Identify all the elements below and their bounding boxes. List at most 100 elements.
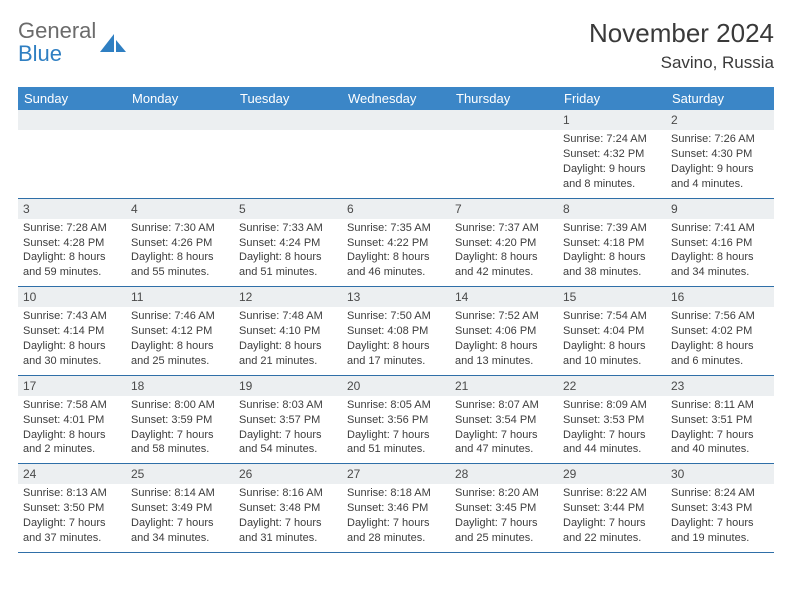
day-body: Sunrise: 7:41 AMSunset: 4:16 PMDaylight:… <box>666 219 774 286</box>
daylight-line: Daylight: 7 hours and 34 minutes. <box>131 516 229 546</box>
sail-icon <box>100 30 126 52</box>
weekday-tuesday: Tuesday <box>234 87 342 110</box>
day-number: 13 <box>342 287 450 307</box>
sunset-line: Sunset: 4:12 PM <box>131 324 229 339</box>
calendar-table: SundayMondayTuesdayWednesdayThursdayFrid… <box>18 87 774 553</box>
day-cell-17: 17Sunrise: 7:58 AMSunset: 4:01 PMDayligh… <box>18 375 126 464</box>
empty-cell <box>126 110 234 198</box>
sunrise-line: Sunrise: 7:43 AM <box>23 309 121 324</box>
daylight-line: Daylight: 8 hours and 6 minutes. <box>671 339 769 369</box>
day-number: 29 <box>558 464 666 484</box>
day-cell-21: 21Sunrise: 8:07 AMSunset: 3:54 PMDayligh… <box>450 375 558 464</box>
weekday-monday: Monday <box>126 87 234 110</box>
day-number: 19 <box>234 376 342 396</box>
day-number: 26 <box>234 464 342 484</box>
sunset-line: Sunset: 4:28 PM <box>23 236 121 251</box>
daylight-line: Daylight: 7 hours and 37 minutes. <box>23 516 121 546</box>
day-body: Sunrise: 8:11 AMSunset: 3:51 PMDaylight:… <box>666 396 774 463</box>
sunrise-line: Sunrise: 7:56 AM <box>671 309 769 324</box>
day-body: Sunrise: 8:03 AMSunset: 3:57 PMDaylight:… <box>234 396 342 463</box>
day-cell-10: 10Sunrise: 7:43 AMSunset: 4:14 PMDayligh… <box>18 287 126 376</box>
day-body: Sunrise: 8:14 AMSunset: 3:49 PMDaylight:… <box>126 484 234 551</box>
daylight-line: Daylight: 9 hours and 4 minutes. <box>671 162 769 192</box>
sunrise-line: Sunrise: 8:20 AM <box>455 486 553 501</box>
sunset-line: Sunset: 4:22 PM <box>347 236 445 251</box>
day-cell-25: 25Sunrise: 8:14 AMSunset: 3:49 PMDayligh… <box>126 464 234 553</box>
header: General Blue November 2024 Savino, Russi… <box>18 18 774 73</box>
sunset-line: Sunset: 4:32 PM <box>563 147 661 162</box>
day-number: 28 <box>450 464 558 484</box>
day-body: Sunrise: 7:26 AMSunset: 4:30 PMDaylight:… <box>666 130 774 197</box>
day-body: Sunrise: 7:39 AMSunset: 4:18 PMDaylight:… <box>558 219 666 286</box>
sunset-line: Sunset: 3:56 PM <box>347 413 445 428</box>
weekday-thursday: Thursday <box>450 87 558 110</box>
sunset-line: Sunset: 3:48 PM <box>239 501 337 516</box>
daylight-line: Daylight: 7 hours and 22 minutes. <box>563 516 661 546</box>
day-body: Sunrise: 8:16 AMSunset: 3:48 PMDaylight:… <box>234 484 342 551</box>
daylight-line: Daylight: 7 hours and 58 minutes. <box>131 428 229 458</box>
day-body: Sunrise: 7:52 AMSunset: 4:06 PMDaylight:… <box>450 307 558 374</box>
day-body: Sunrise: 7:24 AMSunset: 4:32 PMDaylight:… <box>558 130 666 197</box>
day-body: Sunrise: 8:00 AMSunset: 3:59 PMDaylight:… <box>126 396 234 463</box>
day-number: 17 <box>18 376 126 396</box>
daylight-line: Daylight: 8 hours and 25 minutes. <box>131 339 229 369</box>
day-cell-8: 8Sunrise: 7:39 AMSunset: 4:18 PMDaylight… <box>558 198 666 287</box>
day-number: 14 <box>450 287 558 307</box>
day-number: 25 <box>126 464 234 484</box>
daylight-line: Daylight: 7 hours and 19 minutes. <box>671 516 769 546</box>
daylight-line: Daylight: 7 hours and 28 minutes. <box>347 516 445 546</box>
sunrise-line: Sunrise: 7:58 AM <box>23 398 121 413</box>
daylight-line: Daylight: 8 hours and 17 minutes. <box>347 339 445 369</box>
sunrise-line: Sunrise: 7:24 AM <box>563 132 661 147</box>
day-body: Sunrise: 8:13 AMSunset: 3:50 PMDaylight:… <box>18 484 126 551</box>
sunset-line: Sunset: 3:54 PM <box>455 413 553 428</box>
day-body: Sunrise: 8:07 AMSunset: 3:54 PMDaylight:… <box>450 396 558 463</box>
sunrise-line: Sunrise: 7:30 AM <box>131 221 229 236</box>
day-number: 22 <box>558 376 666 396</box>
day-body: Sunrise: 7:56 AMSunset: 4:02 PMDaylight:… <box>666 307 774 374</box>
day-number: 11 <box>126 287 234 307</box>
sunset-line: Sunset: 3:51 PM <box>671 413 769 428</box>
day-number: 21 <box>450 376 558 396</box>
day-body: Sunrise: 8:20 AMSunset: 3:45 PMDaylight:… <box>450 484 558 551</box>
day-cell-9: 9Sunrise: 7:41 AMSunset: 4:16 PMDaylight… <box>666 198 774 287</box>
day-cell-11: 11Sunrise: 7:46 AMSunset: 4:12 PMDayligh… <box>126 287 234 376</box>
empty-cell <box>450 110 558 198</box>
day-number: 12 <box>234 287 342 307</box>
empty-cell <box>342 110 450 198</box>
empty-cell <box>18 110 126 198</box>
empty-cell <box>234 110 342 198</box>
brand-line1: General <box>18 18 96 43</box>
day-number: 18 <box>126 376 234 396</box>
sunset-line: Sunset: 4:01 PM <box>23 413 121 428</box>
day-cell-28: 28Sunrise: 8:20 AMSunset: 3:45 PMDayligh… <box>450 464 558 553</box>
sunrise-line: Sunrise: 7:50 AM <box>347 309 445 324</box>
day-cell-24: 24Sunrise: 8:13 AMSunset: 3:50 PMDayligh… <box>18 464 126 553</box>
weekday-sunday: Sunday <box>18 87 126 110</box>
daylight-line: Daylight: 8 hours and 10 minutes. <box>563 339 661 369</box>
sunset-line: Sunset: 3:59 PM <box>131 413 229 428</box>
daylight-line: Daylight: 7 hours and 44 minutes. <box>563 428 661 458</box>
sunset-line: Sunset: 4:06 PM <box>455 324 553 339</box>
location: Savino, Russia <box>589 53 774 73</box>
sunset-line: Sunset: 3:49 PM <box>131 501 229 516</box>
sunset-line: Sunset: 3:53 PM <box>563 413 661 428</box>
day-cell-5: 5Sunrise: 7:33 AMSunset: 4:24 PMDaylight… <box>234 198 342 287</box>
daylight-line: Daylight: 7 hours and 54 minutes. <box>239 428 337 458</box>
weekday-wednesday: Wednesday <box>342 87 450 110</box>
weekday-header-row: SundayMondayTuesdayWednesdayThursdayFrid… <box>18 87 774 110</box>
sunrise-line: Sunrise: 8:24 AM <box>671 486 769 501</box>
day-cell-1: 1Sunrise: 7:24 AMSunset: 4:32 PMDaylight… <box>558 110 666 198</box>
sunrise-line: Sunrise: 8:05 AM <box>347 398 445 413</box>
day-number: 20 <box>342 376 450 396</box>
day-body: Sunrise: 7:37 AMSunset: 4:20 PMDaylight:… <box>450 219 558 286</box>
sunrise-line: Sunrise: 7:37 AM <box>455 221 553 236</box>
sunrise-line: Sunrise: 7:52 AM <box>455 309 553 324</box>
day-cell-6: 6Sunrise: 7:35 AMSunset: 4:22 PMDaylight… <box>342 198 450 287</box>
month-title: November 2024 <box>589 18 774 49</box>
daylight-line: Daylight: 8 hours and 34 minutes. <box>671 250 769 280</box>
sunrise-line: Sunrise: 8:11 AM <box>671 398 769 413</box>
day-body: Sunrise: 7:46 AMSunset: 4:12 PMDaylight:… <box>126 307 234 374</box>
day-number: 9 <box>666 199 774 219</box>
sunset-line: Sunset: 4:30 PM <box>671 147 769 162</box>
